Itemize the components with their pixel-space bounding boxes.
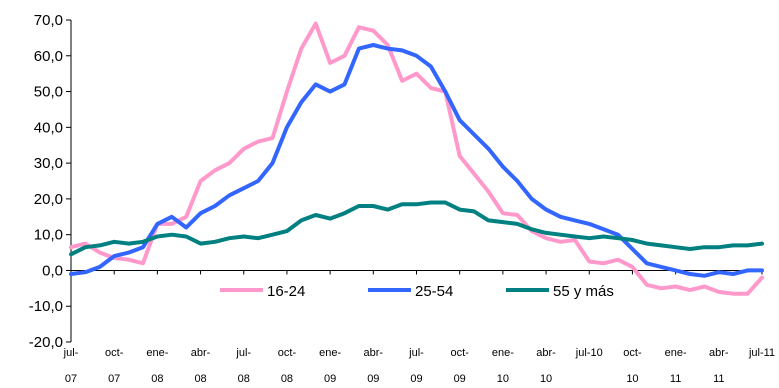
y-tick-label: -20,0 (29, 334, 63, 351)
legend-label-1: 25-54 (415, 283, 453, 300)
x-tick-label-line1: jul- (235, 347, 251, 359)
x-tick-label-line2: 08 (194, 373, 206, 385)
legend-label-2: 55 y más (553, 283, 614, 300)
x-tick-label: ene- 11 (665, 347, 687, 385)
y-tick-label: 60,0 (34, 48, 63, 65)
x-tick-label-line2: 10 (497, 373, 509, 385)
x-tick-label: abr- 10 (536, 347, 556, 385)
chart-legend: 16-24 25-54 55 y más (220, 283, 614, 300)
x-tick-label: oct- 07 (105, 347, 124, 385)
series-line-1 (69, 43, 764, 278)
y-tick-label: 0,0 (42, 262, 63, 279)
x-tick-label-line1: ene- (146, 347, 168, 359)
x-tick-label: jul- 08 (235, 347, 251, 385)
y-tick-label: 10,0 (34, 227, 63, 244)
x-tick-label-line1: jul- (408, 347, 424, 359)
x-tick-label-line2: 09 (367, 373, 379, 385)
x-tick-label: jul-11 (748, 347, 775, 359)
y-tick-label: 20,0 (34, 191, 63, 208)
chart-axes: -20,0 -10,0 0,0 10,0 20,0 30,0 40,0 50,0 60,0 70,… (29, 12, 775, 385)
x-tick-label-line2: 11 (713, 373, 724, 385)
x-tick-label-line2: 09 (410, 373, 422, 385)
x-tick-label-line2: 08 (281, 373, 293, 385)
x-tick-label-line1: oct- (105, 347, 124, 359)
x-tick-label-line1: abr- (536, 347, 556, 359)
x-tick-label-line2: 10 (626, 373, 638, 385)
chart-series (69, 21, 764, 296)
y-tick-label: 30,0 (34, 155, 63, 172)
x-tick-label: ene- 08 (146, 347, 168, 385)
x-tick-label-line1: jul- (63, 347, 79, 359)
x-tick-label-line1: oct- (451, 347, 470, 359)
x-tick-label-line1: abr- (191, 347, 211, 359)
x-tick-label-line1: abr- (364, 347, 384, 359)
x-tick-label-line2: 10 (540, 373, 552, 385)
x-tick-label: abr- 11 (709, 347, 729, 385)
x-tick-label-line1: abr- (709, 347, 729, 359)
series-line-2 (69, 200, 764, 257)
y-tick-label: 70,0 (34, 12, 63, 29)
x-tick-label: jul- 09 (408, 347, 424, 385)
x-tick-label-line2: 07 (65, 373, 77, 385)
y-tick-label: 50,0 (34, 84, 63, 101)
x-tick-label-line2: 08 (238, 373, 250, 385)
x-tick-label: oct- 09 (451, 347, 470, 385)
series-line-0 (69, 21, 764, 296)
legend-label-0: 16-24 (267, 283, 305, 300)
x-tick-label-line1: ene- (665, 347, 687, 359)
x-tick-label-line1: oct- (623, 347, 642, 359)
x-tick-label-line1: jul-10 (575, 347, 603, 359)
x-tick-label: oct- 10 (623, 347, 642, 385)
x-tick-label: abr- 08 (191, 347, 211, 385)
x-tick-label-line1: ene- (319, 347, 341, 359)
x-tick-label: abr- 09 (364, 347, 384, 385)
x-tick-label-line2: 11 (670, 373, 681, 385)
x-tick-label-line1: oct- (278, 347, 297, 359)
x-tick-label: ene- 10 (492, 347, 514, 385)
y-tick-label: 40,0 (34, 119, 63, 136)
x-tick-label-line2: 08 (151, 373, 163, 385)
x-tick-label-line1: jul-11 (748, 347, 775, 359)
x-tick-label-line2: 07 (108, 373, 120, 385)
x-tick-label-line2: 09 (454, 373, 466, 385)
x-tick-label: oct- 08 (278, 347, 297, 385)
x-tick-label-line1: ene- (492, 347, 514, 359)
x-tick-label: jul- 07 (63, 347, 79, 385)
y-tick-label: -10,0 (29, 298, 63, 315)
x-tick-label: jul-10 (575, 347, 603, 359)
x-tick-label-line2: 09 (324, 373, 336, 385)
x-tick-label: ene- 09 (319, 347, 341, 385)
